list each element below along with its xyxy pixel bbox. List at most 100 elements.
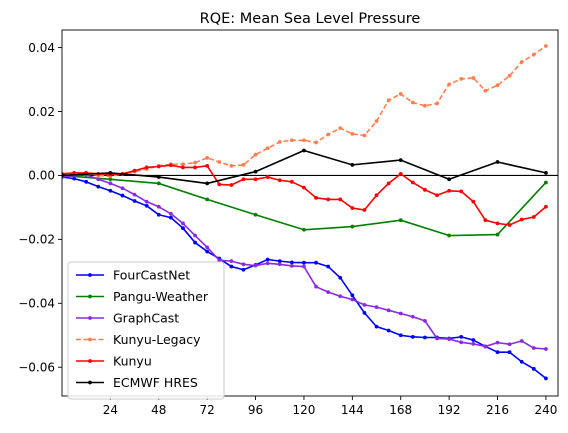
- data-point-fourcastnet: [156, 212, 161, 217]
- legend-label-ecmwf-hres: ECMWF HRES: [113, 375, 198, 390]
- data-point-kunyu-legacy: [519, 60, 524, 64]
- y-tick-label: 0.02: [28, 105, 55, 119]
- data-point-ecmwf-hres: [398, 158, 403, 162]
- data-point-fourcastnet: [374, 324, 379, 329]
- legend-marker-kunyu-legacy: [88, 337, 92, 342]
- data-point-kunyu-legacy: [205, 155, 210, 160]
- data-point-kunyu: [410, 180, 415, 185]
- data-point-graphcast: [265, 261, 270, 266]
- data-point-graphcast: [205, 245, 210, 250]
- y-tick-label: 0.04: [28, 41, 55, 55]
- data-point-graphcast: [350, 297, 355, 302]
- legend-label-kunyu: Kunyu: [113, 354, 152, 369]
- data-point-graphcast: [459, 340, 464, 345]
- data-point-ecmwf-hres: [350, 162, 355, 167]
- data-point-fourcastnet: [386, 328, 391, 333]
- x-tick-label: 72: [200, 403, 215, 417]
- data-point-pangu-weather: [447, 233, 452, 238]
- data-point-kunyu: [435, 193, 439, 198]
- data-point-pangu-weather: [544, 180, 548, 185]
- y-tick-label: −0.02: [18, 233, 55, 247]
- data-point-fourcastnet: [350, 293, 355, 298]
- data-point-graphcast: [217, 258, 222, 263]
- data-point-kunyu-legacy: [229, 163, 234, 168]
- data-point-ecmwf-hres: [108, 170, 113, 175]
- data-point-fourcastnet: [362, 310, 367, 315]
- data-point-pangu-weather: [350, 224, 355, 229]
- legend-marker-ecmwf-hres: [88, 380, 92, 385]
- data-point-fourcastnet: [132, 199, 137, 203]
- data-point-pangu-weather: [156, 181, 161, 186]
- data-point-kunyu: [519, 217, 524, 222]
- data-point-graphcast: [229, 259, 234, 264]
- data-point-kunyu: [229, 183, 234, 187]
- legend-label-graphcast: GraphCast: [113, 311, 179, 326]
- data-point-fourcastnet: [277, 259, 282, 264]
- x-tick-label: 192: [438, 403, 461, 417]
- data-point-graphcast: [314, 284, 318, 289]
- data-point-fourcastnet: [410, 334, 415, 339]
- data-point-pangu-weather: [253, 212, 258, 217]
- data-point-fourcastnet: [144, 203, 149, 208]
- data-point-kunyu-legacy: [314, 140, 318, 145]
- data-point-graphcast: [435, 336, 439, 341]
- data-point-graphcast: [289, 264, 294, 268]
- data-point-kunyu-legacy: [289, 138, 294, 143]
- data-point-pangu-weather: [495, 232, 500, 237]
- data-point-fourcastnet: [338, 275, 343, 280]
- data-point-fourcastnet: [181, 226, 185, 231]
- data-point-fourcastnet: [314, 260, 318, 265]
- data-point-pangu-weather: [108, 177, 113, 182]
- data-point-pangu-weather: [302, 227, 306, 232]
- legend-label-pangu-weather: Pangu-Weather: [113, 289, 209, 304]
- data-point-fourcastnet: [471, 338, 476, 342]
- data-point-graphcast: [338, 294, 343, 299]
- data-point-fourcastnet: [108, 188, 113, 193]
- data-point-kunyu-legacy: [362, 133, 367, 138]
- data-point-kunyu-legacy: [265, 146, 270, 151]
- data-point-ecmwf-hres: [205, 181, 210, 186]
- data-point-kunyu: [326, 197, 331, 202]
- data-point-kunyu-legacy: [447, 82, 452, 87]
- data-point-graphcast: [253, 263, 258, 268]
- data-point-graphcast: [447, 337, 452, 342]
- data-point-kunyu-legacy: [531, 52, 536, 57]
- data-point-kunyu: [495, 221, 500, 226]
- x-tick-label: 96: [248, 403, 263, 417]
- data-point-graphcast: [410, 314, 415, 319]
- data-point-kunyu: [132, 168, 137, 173]
- data-point-kunyu-legacy: [277, 139, 282, 144]
- data-point-kunyu: [217, 182, 222, 187]
- data-point-kunyu: [265, 175, 270, 179]
- data-point-kunyu: [471, 199, 476, 204]
- data-point-fourcastnet: [84, 179, 89, 184]
- data-point-fourcastnet: [531, 366, 536, 371]
- data-point-ecmwf-hres: [62, 173, 64, 178]
- data-point-kunyu-legacy: [374, 119, 379, 124]
- legend: FourCastNet Pangu-Weather GraphCast Kunyu-L…: [67, 261, 225, 400]
- x-tick-label: 120: [292, 403, 315, 417]
- data-point-kunyu-legacy: [495, 83, 500, 88]
- data-point-kunyu: [144, 165, 149, 170]
- data-point-kunyu: [168, 163, 173, 168]
- legend-marker-pangu-weather: [88, 294, 92, 299]
- data-point-graphcast: [193, 233, 197, 238]
- data-point-kunyu-legacy: [435, 101, 439, 106]
- data-point-fourcastnet: [507, 350, 512, 355]
- data-point-fourcastnet: [241, 267, 246, 272]
- data-point-graphcast: [471, 341, 476, 346]
- data-point-fourcastnet: [229, 264, 234, 269]
- data-point-fourcastnet: [519, 359, 524, 364]
- data-point-kunyu-legacy: [241, 162, 246, 167]
- data-point-graphcast: [181, 221, 185, 226]
- x-tick-label: 24: [103, 403, 118, 417]
- x-tick-label: 240: [534, 403, 557, 417]
- data-point-fourcastnet: [495, 350, 500, 355]
- data-point-graphcast: [120, 186, 125, 191]
- data-point-fourcastnet: [289, 260, 294, 265]
- data-point-ecmwf-hres: [495, 160, 500, 164]
- y-tick-label: 0.00: [28, 169, 55, 183]
- chart-title: RQE: Mean Sea Level Pressure: [200, 11, 421, 27]
- data-point-kunyu-legacy: [386, 98, 391, 103]
- legend-marker-graphcast: [88, 316, 92, 320]
